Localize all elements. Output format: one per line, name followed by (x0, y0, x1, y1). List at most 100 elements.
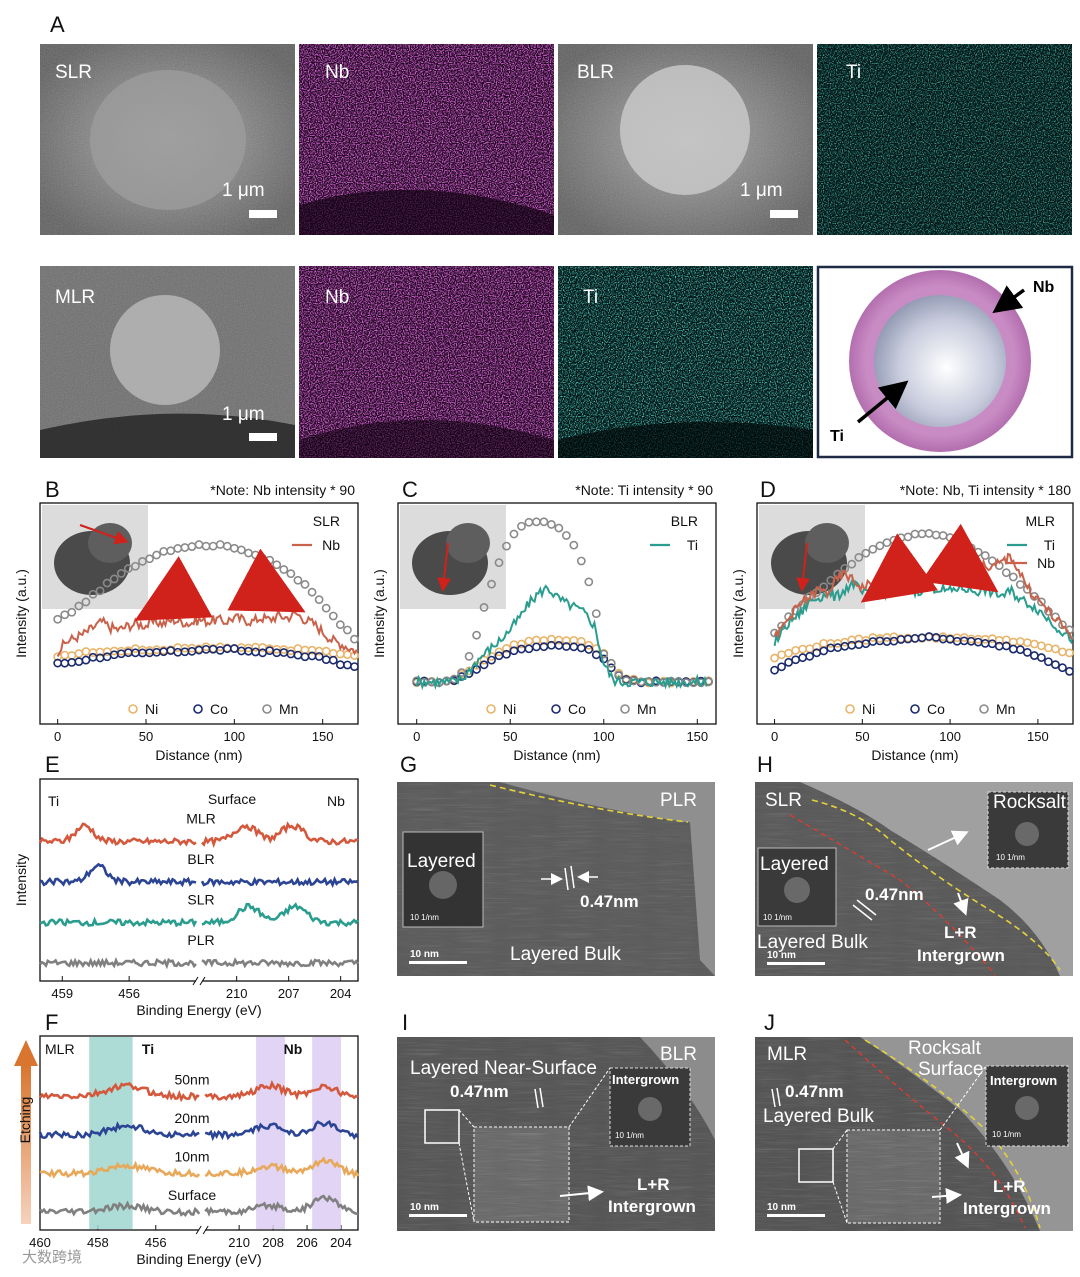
scale-label: 1 μm (740, 180, 783, 201)
x-tick-label: 207 (278, 986, 300, 1001)
xps-spectrum-surface (39, 1200, 201, 1218)
series-line-nb (56, 609, 359, 657)
scan-direction-arrow (437, 542, 452, 592)
scan-direction-arrow (796, 542, 811, 592)
xps-spectrum-50nm (204, 1080, 359, 1102)
x-tick-label: 50 (855, 729, 869, 744)
legend-label: Ni (503, 701, 516, 717)
legend-label: Ti (687, 537, 698, 553)
nb-shell-label: Nb (1033, 279, 1055, 296)
data-point-co (584, 645, 594, 654)
x-tick-label: 100 (593, 729, 615, 744)
highlight-arrow (134, 556, 213, 621)
legend-label: Co (210, 701, 228, 717)
data-point-mn (1008, 572, 1018, 582)
ti-core-label: Ti (830, 428, 844, 445)
lattice-spacing: 0.47nm (865, 885, 924, 904)
panel-letter-j: J (764, 1010, 775, 1035)
x-tick-label: 460 (29, 1235, 51, 1250)
xps-spectrum-10nm (39, 1160, 201, 1179)
axis-break-gap (196, 977, 202, 985)
fft-label: Intergrown (612, 1072, 679, 1087)
x-axis-label: Distance (nm) (513, 747, 600, 763)
data-point-co (1022, 647, 1032, 657)
region-near-surface: Layered Near-Surface (410, 1058, 597, 1079)
data-point-mn (321, 603, 331, 613)
y-axis-label: Etching (17, 1097, 33, 1144)
data-point-co (1044, 657, 1053, 667)
x-tick-label: 459 (51, 986, 73, 1001)
spectrum-label: 50nm (174, 1072, 209, 1088)
xps-spectrum-mlr (201, 821, 359, 849)
series-line-ti (415, 584, 708, 691)
chart-b: B *Note: Nb intensity * 90 0 50 100 150 Distan… (13, 477, 359, 763)
data-point-mn (517, 521, 526, 531)
region-lr: L+R (637, 1175, 670, 1194)
scale-bar (770, 210, 798, 218)
x-axis-label: Distance (nm) (871, 747, 958, 763)
tem-title: BLR (660, 1044, 697, 1065)
legend-marker (845, 704, 855, 714)
data-point-co (328, 655, 338, 665)
xps-spectrum-slr (201, 902, 359, 928)
x-tick-label: 0 (413, 729, 420, 744)
tem-image-j: MLR 0.47nm Layered Bulk Rocksalt Surface… (755, 1037, 1073, 1231)
data-point-ni (1065, 648, 1074, 658)
panel-letter-a: A (50, 12, 65, 37)
data-point-mn (539, 517, 549, 527)
data-point-mn (561, 531, 571, 540)
data-point-mn (791, 606, 801, 616)
fft-scale: 10 1/nm (410, 913, 439, 922)
y-axis-label: Intensity (a.u.) (371, 569, 387, 658)
eds-tile-ti-2: Ti (558, 266, 813, 458)
fft-label: Layered (407, 851, 476, 872)
data-point-ni (784, 648, 793, 658)
xps-spectrum-blr (39, 862, 197, 888)
x-tick-label: 204 (330, 1235, 352, 1250)
etching-arrow-head (14, 1040, 38, 1066)
sample-tag: MLR (1025, 513, 1055, 529)
legend-label: Mn (637, 701, 656, 717)
sem-tile-mlr: MLR 1 μm (40, 266, 295, 458)
x-tick-label: 208 (262, 1235, 284, 1250)
tile-label: BLR (577, 62, 614, 83)
eds-tile-ti-1: Ti (817, 44, 1072, 235)
data-point-mn (95, 586, 105, 596)
axis-break (199, 976, 206, 986)
segment-label: Nb (327, 793, 345, 809)
legend-label: Co (927, 701, 945, 717)
x-axis-label: Binding Energy (eV) (136, 1251, 261, 1267)
legend-marker (128, 704, 138, 714)
region-bulk: Layered Bulk (763, 1106, 874, 1127)
sample-tag: BLR (671, 513, 698, 529)
data-point-mn (554, 523, 564, 533)
region-surface: Surface (918, 1059, 983, 1080)
region-lr: L+R (944, 923, 977, 942)
region-bulk: Layered Bulk (757, 932, 868, 953)
data-point-co (1001, 641, 1011, 651)
tem-inset (42, 505, 148, 609)
spectrum-label: 10nm (174, 1149, 209, 1165)
sample-label: MLR (45, 1041, 75, 1057)
y-axis-label: Intensity (a.u.) (730, 569, 746, 658)
x-tick-label: 458 (87, 1235, 109, 1250)
lattice-spacing: 0.47nm (785, 1082, 844, 1101)
panel-letter: D (760, 477, 776, 502)
data-point-mn (472, 630, 481, 640)
region-rocksalt: Rocksalt (908, 1038, 982, 1059)
data-point-co (314, 652, 324, 661)
x-tick-label: 210 (228, 1235, 250, 1250)
tem-title: SLR (765, 790, 802, 811)
data-point-mn (584, 577, 594, 587)
sem-tile-slr: SLR 1 μm (40, 44, 295, 235)
xps-spectrum-plr (39, 956, 197, 970)
data-point-mn (569, 540, 579, 550)
x-tick-label: 456 (145, 1235, 167, 1250)
x-axis-label: Distance (nm) (155, 747, 242, 763)
data-point-mn (591, 609, 601, 618)
tem-inset (400, 505, 506, 609)
x-tick-label: 150 (686, 729, 708, 744)
fft-label: Intergrown (990, 1073, 1057, 1088)
panel-letter: F (45, 1010, 58, 1035)
data-point-mn (847, 559, 857, 569)
